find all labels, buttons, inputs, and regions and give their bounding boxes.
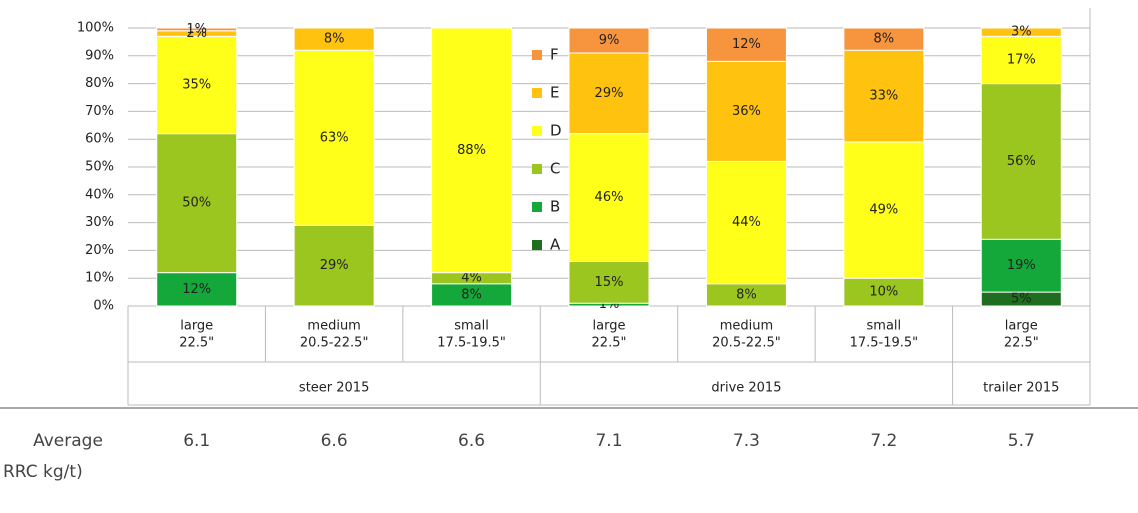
bar-segment <box>980 238 1062 293</box>
value-label: 35% <box>182 77 211 92</box>
x-tick-label: 20.5-22.5" <box>712 336 781 351</box>
bar-segment <box>156 27 238 32</box>
legend-swatch <box>532 50 542 60</box>
bar-segment <box>980 35 1062 85</box>
legend-swatch <box>532 164 542 174</box>
bar-segment <box>843 27 925 51</box>
value-label: 12% <box>182 282 211 297</box>
table-value: 7.1 <box>595 431 622 451</box>
x-tick-label: 17.5-19.5" <box>850 336 919 351</box>
bar-segment <box>568 261 650 304</box>
group-label: drive 2015 <box>711 381 781 396</box>
value-label: 4% <box>461 271 482 286</box>
bar-segment <box>705 27 787 62</box>
bar-segment <box>156 133 238 274</box>
value-label: 49% <box>869 203 898 218</box>
value-label: 8% <box>874 32 895 47</box>
row-label: RRC kg/t) <box>3 462 83 482</box>
y-tick-label: 20% <box>85 243 114 258</box>
bar-segment <box>293 27 375 51</box>
x-tick-label: small <box>867 319 902 334</box>
y-tick-label: 30% <box>85 215 114 230</box>
value-label: 10% <box>869 285 898 300</box>
value-label: 15% <box>595 275 624 290</box>
bar-segment <box>568 52 650 135</box>
value-label: 50% <box>182 196 211 211</box>
bar-segment <box>156 35 238 135</box>
legend-swatch <box>532 202 542 212</box>
value-label: 46% <box>595 190 624 205</box>
bar-segment <box>843 141 925 279</box>
table-value: 6.6 <box>321 431 348 451</box>
value-label: 3% <box>1011 25 1032 40</box>
table-value: 6.1 <box>183 431 210 451</box>
y-tick-label: 80% <box>85 76 114 91</box>
row-label: Average <box>33 431 103 451</box>
value-label: 5% <box>1011 292 1032 307</box>
value-label: 88% <box>457 143 486 158</box>
bar-segment <box>980 83 1062 240</box>
x-tick-label: medium <box>307 319 360 334</box>
bar-segment <box>156 272 238 307</box>
x-tick-label: large <box>593 319 626 334</box>
bar-segment <box>705 160 787 285</box>
bar-segment <box>568 27 650 54</box>
value-label: 36% <box>732 104 761 119</box>
group-label: trailer 2015 <box>983 381 1059 396</box>
y-tick-label: 90% <box>85 48 114 63</box>
value-label: 44% <box>732 215 761 230</box>
value-label: 29% <box>595 86 624 101</box>
bar-segment <box>980 27 1062 37</box>
x-tick-label: small <box>454 319 489 334</box>
x-tick-label: 22.5" <box>1004 336 1039 351</box>
bar-segment <box>843 277 925 307</box>
bar-segment <box>431 27 513 274</box>
value-label: 1% <box>186 22 207 37</box>
table-value: 7.2 <box>870 431 897 451</box>
x-tick-label: 17.5-19.5" <box>437 336 506 351</box>
legend-swatch <box>532 240 542 250</box>
y-tick-label: 70% <box>85 104 114 119</box>
table-value: 6.6 <box>458 431 485 451</box>
bar-segment <box>568 133 650 263</box>
value-label: 33% <box>869 89 898 104</box>
value-label: 63% <box>320 130 349 145</box>
legend-swatch <box>532 88 542 98</box>
y-tick-label: 60% <box>85 132 114 147</box>
y-tick-label: 40% <box>85 187 114 202</box>
value-label: 19% <box>1007 258 1036 273</box>
y-tick-label: 0% <box>93 299 114 314</box>
value-label: 8% <box>324 32 345 47</box>
value-label: 8% <box>736 287 757 302</box>
table-value: 5.7 <box>1008 431 1035 451</box>
group-label: steer 2015 <box>299 381 369 396</box>
x-tick-label: large <box>180 319 213 334</box>
bar-segment <box>843 49 925 143</box>
value-label: 8% <box>461 287 482 302</box>
bar-segment <box>705 60 787 162</box>
value-label: 17% <box>1007 52 1036 67</box>
bar-segment <box>293 49 375 226</box>
y-tick-label: 100% <box>77 21 114 36</box>
x-tick-label: 20.5-22.5" <box>300 336 369 351</box>
value-label: 12% <box>732 37 761 52</box>
value-label: 56% <box>1007 154 1036 169</box>
legend-label: A <box>550 236 561 254</box>
legend-label: D <box>550 122 562 140</box>
legend-label: F <box>550 46 559 64</box>
y-tick-label: 10% <box>85 271 114 286</box>
value-label: 9% <box>599 33 620 48</box>
legend-label: B <box>550 198 560 216</box>
x-tick-label: large <box>1005 319 1038 334</box>
x-tick-label: 22.5" <box>592 336 627 351</box>
y-tick-label: 50% <box>85 160 114 175</box>
value-label: 29% <box>320 258 349 273</box>
legend-label: E <box>550 84 559 102</box>
x-tick-label: medium <box>720 319 773 334</box>
table-value: 7.3 <box>733 431 760 451</box>
legend-label: C <box>550 160 560 178</box>
legend-swatch <box>532 126 542 136</box>
x-tick-label: 22.5" <box>179 336 214 351</box>
